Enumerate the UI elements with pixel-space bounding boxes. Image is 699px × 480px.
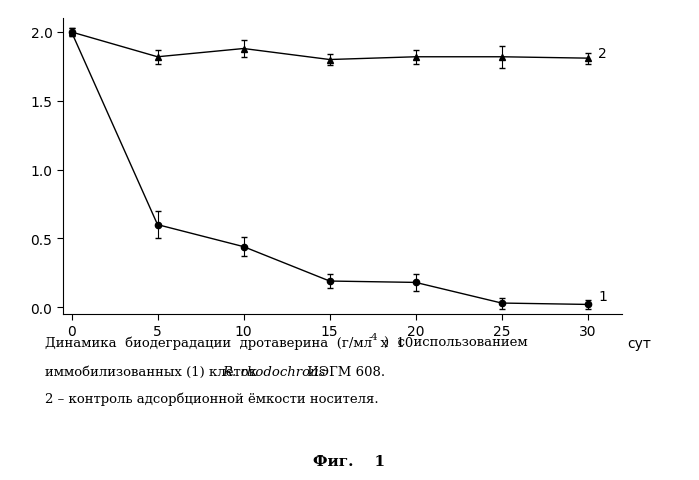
- Text: ИЭГМ 608.: ИЭГМ 608.: [303, 365, 384, 378]
- Text: сут: сут: [628, 336, 651, 350]
- Text: 1: 1: [598, 289, 607, 303]
- Text: )  с  использованием: ) с использованием: [384, 336, 528, 349]
- Text: 2: 2: [598, 47, 607, 60]
- Text: -4: -4: [369, 332, 379, 341]
- Text: Динамика  биодеградации  дротаверина  (г/мл  x  10: Динамика биодеградации дротаверина (г/мл…: [45, 336, 414, 349]
- Text: 2 – контроль адсорбционной ёмкости носителя.: 2 – контроль адсорбционной ёмкости носит…: [45, 391, 379, 405]
- Text: Фиг.    1: Фиг. 1: [313, 454, 386, 468]
- Text: иммобилизованных (1) клеток: иммобилизованных (1) клеток: [45, 365, 261, 378]
- Text: R. rhodochrous: R. rhodochrous: [222, 365, 326, 378]
